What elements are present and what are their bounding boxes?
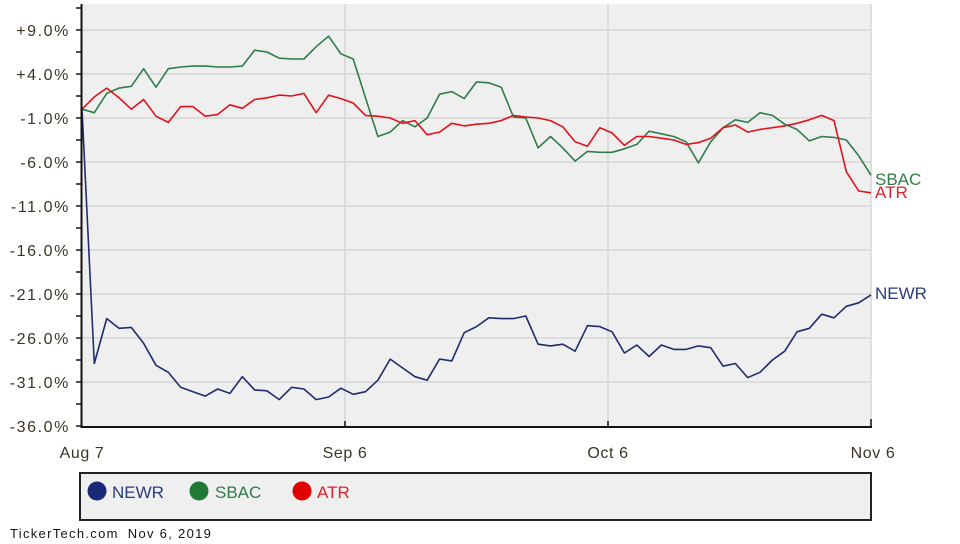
plot-area — [82, 4, 871, 427]
x-tick-label: Oct 6 — [587, 445, 628, 462]
legend: NEWR SBAC ATR — [79, 472, 872, 521]
end-label-sbac: SBAC — [875, 170, 921, 189]
legend-marker-newr-icon — [87, 481, 107, 501]
y-tick-label: -1.0% — [20, 111, 70, 128]
legend-item-sbac: SBAC — [189, 481, 261, 502]
y-tick-label: +4.0% — [16, 67, 70, 84]
y-tick-label: -11.0% — [11, 199, 70, 216]
y-tick-label: -31.0% — [10, 375, 70, 392]
legend-item-atr: ATR — [292, 481, 350, 502]
footer-source: TickerTech.com — [10, 526, 119, 541]
legend-marker-sbac-icon — [189, 481, 209, 501]
legend-box — [79, 472, 872, 521]
end-label-newr: NEWR — [875, 284, 927, 303]
legend-label-sbac: SBAC — [215, 483, 261, 502]
y-tick-label: -26.0% — [10, 331, 70, 348]
series-line-atr — [81, 87, 872, 194]
x-tick-label: Sep 6 — [323, 445, 368, 462]
axes — [76, 4, 872, 428]
y-axis-labels: +9.0% +4.0% -1.0% -6.0% -11.0% -16.0% -2… — [10, 23, 70, 436]
x-tick-label: Aug 7 — [60, 445, 105, 462]
y-tick-label: -6.0% — [20, 155, 70, 172]
series-end-labels: SBAC ATR NEWR — [875, 170, 927, 303]
series-line-newr — [81, 109, 872, 401]
y-tick-label: -21.0% — [10, 287, 70, 304]
series-line-sbac — [81, 35, 872, 176]
legend-marker-atr-icon — [292, 481, 312, 501]
y-tick-label: +9.0% — [16, 23, 70, 40]
x-axis-labels: Aug 7 Sep 6 Oct 6 Nov 6 — [60, 445, 896, 462]
footer-credit: TickerTech.com Nov 6, 2019 — [10, 526, 212, 541]
y-tick-label: -36.0% — [10, 419, 70, 436]
footer-date: Nov 6, 2019 — [127, 526, 213, 541]
legend-item-newr: NEWR — [87, 481, 164, 502]
end-label-atr: ATR — [875, 183, 908, 202]
grid-lines — [82, 4, 872, 427]
y-axis-ticks — [76, 7, 82, 427]
legend-label-atr: ATR — [317, 483, 350, 502]
legend-label-newr: NEWR — [112, 483, 164, 502]
x-tick-label: Nov 6 — [851, 445, 896, 462]
series-layer — [81, 35, 872, 401]
y-tick-label: -16.0% — [10, 243, 70, 260]
